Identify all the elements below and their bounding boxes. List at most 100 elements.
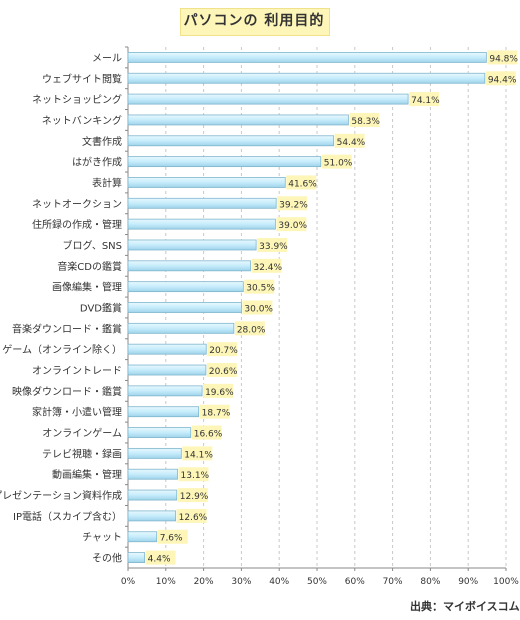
value-label: 58.3%	[351, 117, 380, 127]
x-tick-label: 50%	[307, 577, 327, 587]
bar	[127, 93, 409, 105]
bar	[127, 406, 200, 418]
category-label: 住所録の作成・管理	[32, 218, 122, 231]
category-label: 映像ダウンロード・鑑賞	[12, 385, 122, 398]
category-label: テレビ視聴・録画	[42, 447, 122, 460]
value-label-bg	[157, 529, 188, 544]
value-label-bg	[191, 425, 222, 440]
x-tick-label: 30%	[231, 577, 251, 587]
value-label-bg	[244, 279, 275, 294]
value-label: 54.4%	[337, 138, 366, 148]
value-label: 94.8%	[489, 54, 518, 64]
value-label: 51.0%	[324, 159, 353, 169]
x-tick-label: 100%	[493, 577, 519, 587]
value-label-bg	[276, 217, 307, 232]
bar	[127, 197, 277, 209]
category-label: ネットバンキング	[42, 114, 122, 127]
value-label-bg	[242, 300, 273, 315]
category-label: その他	[92, 552, 122, 565]
category-label: オンラインゲーム	[42, 428, 122, 440]
category-label: 表計算	[92, 176, 122, 189]
value-label: 74.1%	[411, 96, 440, 106]
category-label: ブログ、SNS	[63, 239, 122, 252]
chart-title-box	[180, 8, 330, 36]
value-label-bg	[251, 258, 282, 273]
value-label-bg	[485, 71, 516, 86]
bar	[127, 281, 244, 293]
x-tick-label: 0%	[121, 577, 136, 587]
value-label: 32.4%	[253, 263, 282, 273]
value-label: 33.9%	[259, 242, 288, 252]
value-label-bg	[487, 50, 518, 65]
bar	[127, 135, 335, 147]
value-label: 19.6%	[205, 388, 234, 398]
x-tick-label: 80%	[420, 577, 440, 587]
category-label: 音楽ダウンロード・鑑賞	[12, 322, 122, 335]
bar	[127, 260, 251, 272]
value-label: 18.7%	[202, 409, 231, 419]
value-label: 94.4%	[488, 75, 517, 85]
category-label: 動画編集・管理	[52, 468, 122, 481]
bar	[127, 302, 242, 313]
value-label: 20.6%	[209, 367, 238, 377]
chart-title: パソコンの 利用目的	[183, 13, 325, 29]
value-label: 13.1%	[181, 471, 210, 481]
value-label-bg	[177, 488, 208, 503]
bar	[127, 52, 487, 63]
x-tick-label: 20%	[194, 577, 214, 587]
bar	[127, 177, 286, 188]
value-label: 16.6%	[194, 430, 223, 440]
category-label: オンライントレード	[32, 365, 122, 377]
category-label: メール	[92, 53, 122, 64]
category-label: プレゼンテーション資料作成	[0, 489, 122, 502]
bar	[127, 114, 349, 126]
bar	[127, 218, 276, 230]
bar	[127, 385, 203, 397]
value-label-bg	[349, 112, 380, 127]
category-label: IP電話（スカイプ含む）	[13, 510, 122, 523]
bar	[127, 239, 257, 251]
x-tick-label: 60%	[345, 577, 365, 587]
category-label: ゲーム（オンライン除く）	[2, 343, 122, 356]
category-label: DVD鑑賞	[80, 302, 122, 315]
value-label-bg	[321, 154, 352, 169]
value-label: 20.7%	[209, 346, 238, 356]
category-label: ネットショッピング	[32, 93, 122, 106]
bar	[127, 489, 178, 501]
x-tick-label: 10%	[156, 577, 176, 587]
value-label: 14.1%	[184, 450, 213, 460]
bar	[127, 364, 207, 376]
bar	[127, 322, 235, 334]
category-label: はがき作成	[72, 156, 122, 169]
bar	[127, 427, 192, 438]
category-label: 文書作成	[82, 135, 122, 148]
bar	[127, 531, 158, 543]
value-label: 39.0%	[278, 221, 307, 231]
value-label-bg	[182, 446, 213, 461]
category-label: ネットオークション	[32, 198, 122, 210]
value-label-bg	[257, 237, 288, 252]
value-label-bg	[334, 133, 365, 148]
value-label-bg	[207, 342, 238, 357]
x-tick-label: 90%	[458, 577, 478, 587]
x-tick-label: 70%	[383, 577, 403, 587]
x-tick-label: 40%	[269, 577, 289, 587]
value-label-bg	[277, 196, 308, 211]
category-label: ウェブサイト閲覧	[42, 72, 122, 85]
value-label-bg	[206, 363, 237, 378]
value-label: 30.5%	[246, 284, 275, 294]
chart-source: 出典：マイボイスコム	[410, 600, 520, 613]
value-label: 30.0%	[244, 305, 273, 315]
value-label-bg	[176, 508, 207, 523]
value-label-bg	[234, 321, 265, 336]
value-label-bg	[286, 175, 317, 190]
bar	[127, 343, 207, 355]
value-label: 4.4%	[148, 555, 171, 565]
value-label: 12.9%	[180, 492, 209, 502]
bar	[127, 510, 177, 522]
value-label: 41.6%	[288, 179, 317, 189]
bar	[127, 156, 322, 168]
bar	[127, 447, 182, 459]
value-label-bg	[145, 550, 176, 565]
